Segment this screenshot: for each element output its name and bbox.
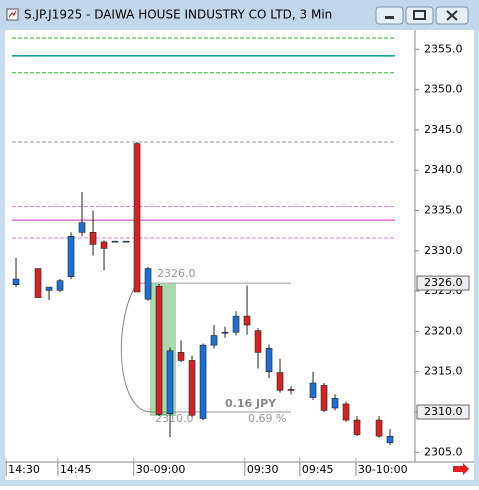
y-tick-label: 2315.0 (424, 365, 463, 378)
minimize-button[interactable] (375, 6, 404, 25)
price-tag (416, 404, 470, 420)
candle-body (78, 222, 86, 233)
candle-body (12, 278, 20, 285)
measure-from: 2326.0 (157, 267, 196, 280)
close-icon (446, 10, 458, 21)
price-tag-label: 2326.0 (424, 276, 463, 289)
candle-body (320, 385, 328, 411)
window-title: S.JP.J1925 - DAIWA HOUSE INDUSTRY CO LTD… (24, 8, 332, 22)
price-tag (416, 275, 470, 291)
x-tick-label: 30-10:00 (358, 463, 408, 476)
x-tick-label: 14:45 (60, 463, 92, 476)
candle-body (210, 335, 218, 346)
y-tick-label: 2335.0 (424, 204, 463, 217)
y-tick-label: 2355.0 (424, 42, 463, 55)
candle-body (122, 240, 130, 243)
measure-to: 2310.0 (155, 412, 194, 425)
y-tick-label: 2340.0 (424, 163, 463, 176)
icon-line (8, 10, 17, 18)
restore-button[interactable] (405, 6, 434, 25)
measure-percent: 0.69 % (248, 412, 286, 425)
candle-body (287, 389, 295, 391)
price-tag-label: 2310.0 (424, 405, 463, 418)
candle-body (89, 231, 97, 245)
candle-body (166, 350, 174, 414)
candle-body (254, 330, 262, 353)
candle-body (67, 236, 75, 277)
window-icon (6, 8, 19, 21)
candle-body (111, 240, 119, 243)
x-tick-label: 14:30 (8, 463, 40, 476)
candle-body (133, 143, 141, 293)
candle-body (34, 268, 42, 298)
candle-body (342, 403, 350, 421)
candle-body (56, 280, 64, 291)
candle-body (221, 331, 229, 334)
candle-body (188, 360, 196, 416)
candle-body (375, 419, 383, 437)
candle-body (243, 315, 251, 326)
candle-body (353, 419, 361, 435)
candle-body (331, 398, 339, 409)
scroll-arrow[interactable] (453, 463, 469, 475)
measure-change: 0.16 JPY (225, 397, 277, 410)
candle-body (309, 382, 317, 398)
candle-body (144, 268, 152, 300)
candle-body (100, 241, 108, 249)
candle-body (386, 435, 394, 443)
chart-area (5, 30, 474, 480)
y-tick-label: 2330.0 (424, 244, 463, 257)
measure-arc (120, 282, 152, 413)
x-tick-label: 09:45 (302, 463, 334, 476)
candle-body (276, 372, 284, 391)
y-tick-label: 2350.0 (424, 83, 463, 96)
y-tick-label: 2345.0 (424, 123, 463, 136)
x-tick-label: 09:30 (247, 463, 279, 476)
x-tick-label: 30-09:00 (136, 463, 186, 476)
y-tick-label: 2305.0 (424, 445, 463, 458)
candle-body (265, 348, 273, 373)
candle-body (177, 352, 185, 361)
candle-body (199, 344, 207, 419)
candle-body (155, 285, 163, 415)
candle-body (232, 315, 240, 333)
minimize-icon (385, 16, 394, 19)
y-tick-label: 2320.0 (424, 324, 463, 337)
candle-body (45, 286, 53, 291)
restore-icon (413, 10, 426, 20)
